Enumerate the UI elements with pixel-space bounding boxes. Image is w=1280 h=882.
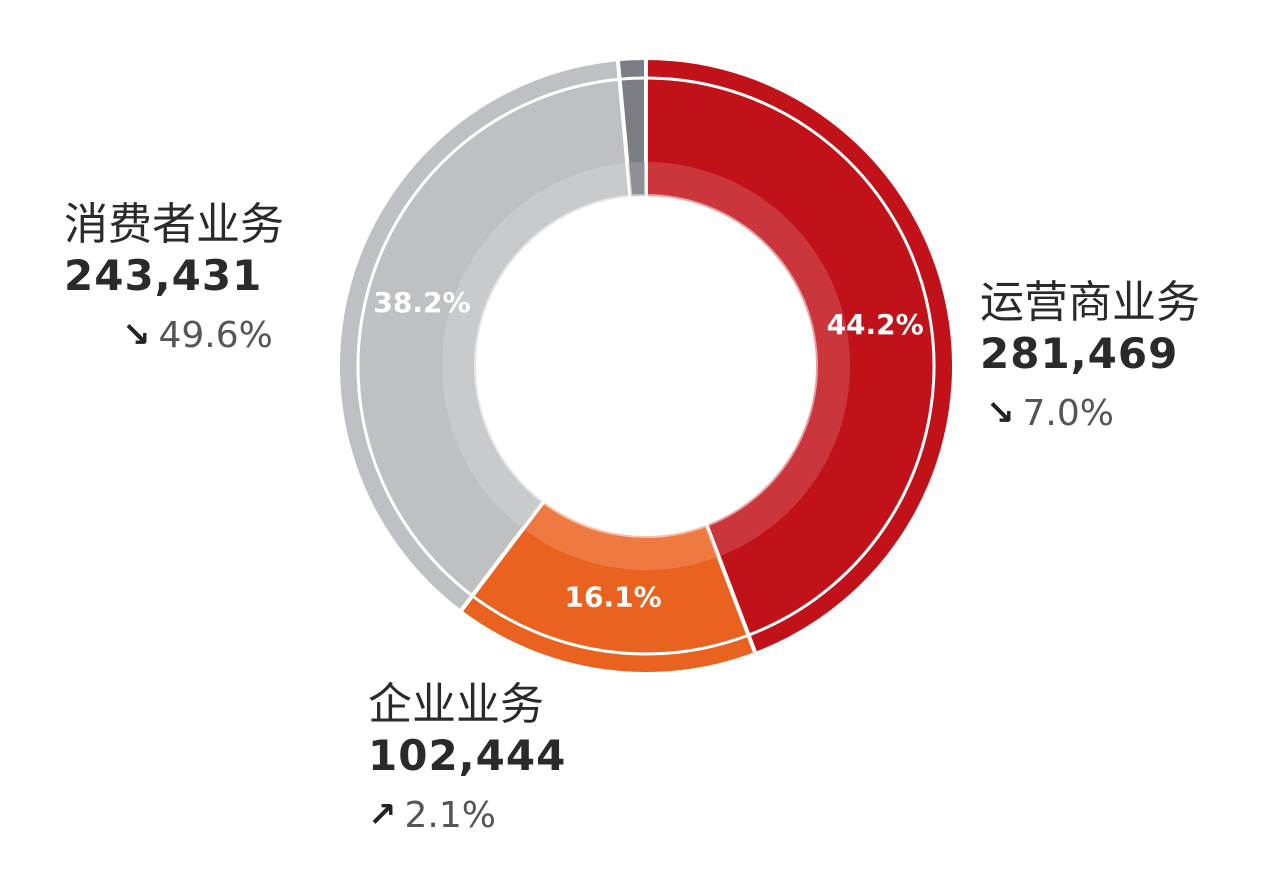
carrier-segment-value: 281,469 [980,328,1179,378]
pie-slice-percent-label: 16.1% [564,581,661,614]
arrow-down-right-icon: ↘ [986,393,1015,434]
consumer-segment-value: 243,431 [64,250,263,300]
pie-slice-rim [621,76,645,81]
pie-slice-inner-band [523,502,718,570]
carrier-segment-name: 运营商业务 [980,277,1200,328]
pie-slice-percent-label: 38.2% [373,286,470,319]
enterprise-segment-change: ↗ 2.1% [368,795,566,836]
pie-slice-percent-label: 44.2% [827,308,924,341]
consumer-segment-label: 消费者业务 243,431 ↘ 49.6% [64,199,284,356]
consumer-segment-name: 消费者业务 [64,199,284,250]
pie-slice-rim [472,595,748,656]
enterprise-change-text: 2.1% [404,794,496,836]
carrier-change-text: 7.0% [1022,392,1114,434]
pie-slice-rim [356,77,619,596]
pie-slice [644,55,956,657]
carrier-segment-change: ↘ 7.0% [986,393,1200,434]
pie-slice [336,57,633,615]
pie-slice-inner-band [628,162,646,197]
enterprise-segment-value: 102,444 [368,730,567,780]
arrow-down-right-icon: ↘ [122,315,151,356]
consumer-change-text: 49.6% [158,314,273,356]
pie-slice-inner-band [441,162,630,529]
pie-slice-wedge [615,55,648,199]
carrier-segment-label: 运营商业务 281,469 ↘ 7.0% [980,277,1200,434]
donut-center-hole [478,198,814,534]
enterprise-segment-label: 企业业务 102,444 ↗ 2.1% [368,679,567,836]
enterprise-segment-name: 企业业务 [368,679,544,730]
pie-slice [615,55,648,199]
pie-slice-rim [647,76,936,636]
pie-slice [457,498,759,676]
arrow-up-right-icon: ↗ [368,795,397,836]
pie-slice-inner-band [646,162,851,557]
consumer-segment-change: ↘ 49.6% [122,315,284,356]
